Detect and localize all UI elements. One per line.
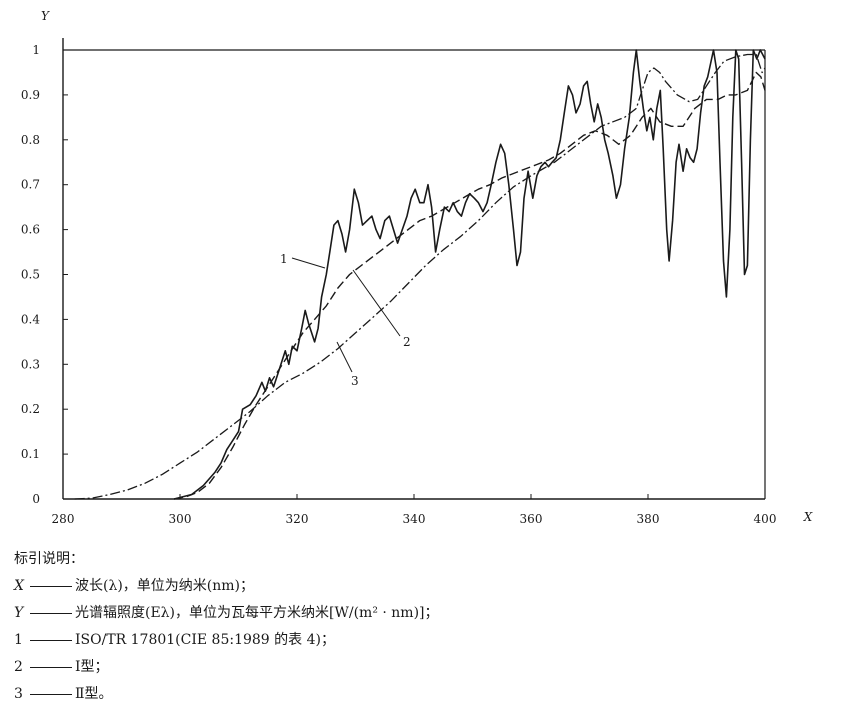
y-tick-label: 0.8 [21, 133, 40, 147]
legend-key: X [14, 578, 24, 594]
axis-ticks: 280 300 320 340 360 380 400 0 0.1 0.2 0.3 0.4 0.5 0.6… [21, 43, 777, 526]
y-tick-label: 0.5 [21, 268, 40, 282]
legend-title: 标引说明： [14, 551, 84, 567]
legend: 标引说明： X 波长(λ)，单位为纳米(nm)； Y 光谱辐照度(Eλ)，单位为瓦每… [14, 546, 439, 708]
legend-key: Y [14, 605, 24, 621]
x-tick-label: 380 [637, 512, 660, 526]
legend-dash [30, 693, 72, 695]
x-tick-label: 320 [286, 512, 309, 526]
legend-row-y: Y 光谱辐照度(Eλ)，单位为瓦每平方米纳米[W/(m² · nm)]； [14, 600, 439, 627]
curve-3-leader [336, 341, 353, 373]
legend-row-x: X 波长(λ)，单位为纳米(nm)； [14, 573, 439, 600]
x-axis-label: X [803, 510, 813, 524]
legend-key: 2 [14, 659, 23, 675]
curve-1-leader [291, 257, 326, 269]
x-tick-label: 360 [520, 512, 543, 526]
x-tick-label: 280 [52, 512, 75, 526]
y-tick-label: 0.4 [21, 312, 40, 326]
x-tick-label: 300 [169, 512, 192, 526]
legend-dash [30, 666, 72, 668]
legend-text: 波长(λ)，单位为纳米(nm)； [75, 578, 255, 594]
legend-text: ISO/TR 17801(CIE 85:1989 的表 4)； [75, 632, 335, 648]
legend-text: Ⅱ型。 [75, 686, 113, 702]
y-tick-label: 0.9 [21, 88, 40, 102]
legend-text: 光谱辐照度(Eλ)，单位为瓦每平方米纳米[W/(m² · nm)]； [75, 605, 439, 621]
legend-row-2: 2 Ⅰ型； [14, 654, 439, 681]
legend-row-3: 3 Ⅱ型。 [14, 681, 439, 708]
y-tick-label: 0 [32, 492, 40, 506]
spectral-irradiance-chart: 280 300 320 340 360 380 400 0 0.1 0.2 0.3 0.4 0.5 0.6… [21, 9, 813, 526]
y-tick-label: 1 [32, 43, 40, 57]
curve-2-line [173, 71, 766, 500]
legend-text: Ⅰ型； [75, 659, 109, 675]
legend-key: 3 [14, 686, 23, 702]
legend-row-1: 1 ISO/TR 17801(CIE 85:1989 的表 4)； [14, 627, 439, 654]
curve-1-label: 1 [280, 252, 288, 266]
curve-3-line [74, 53, 766, 500]
legend-dash [30, 612, 72, 614]
y-tick-label: 0.7 [21, 178, 40, 192]
y-tick-label: 0.3 [21, 357, 40, 371]
curve-2-label: 2 [403, 335, 411, 349]
y-tick-label: 0.1 [21, 447, 40, 461]
curves [74, 49, 766, 500]
legend-key: 1 [14, 632, 23, 648]
curve-1-line [173, 49, 766, 500]
y-axis-label: Y [41, 9, 50, 23]
axes [62, 38, 766, 500]
legend-dash [30, 639, 72, 641]
curve-2-leader [352, 269, 401, 337]
x-tick-label: 400 [754, 512, 777, 526]
y-tick-label: 0.2 [21, 402, 40, 416]
curve-3-label: 3 [351, 374, 359, 388]
y-tick-label: 0.6 [21, 223, 40, 237]
x-tick-label: 340 [403, 512, 426, 526]
curve-callouts: 1 2 3 [280, 252, 411, 388]
legend-dash [30, 585, 72, 587]
